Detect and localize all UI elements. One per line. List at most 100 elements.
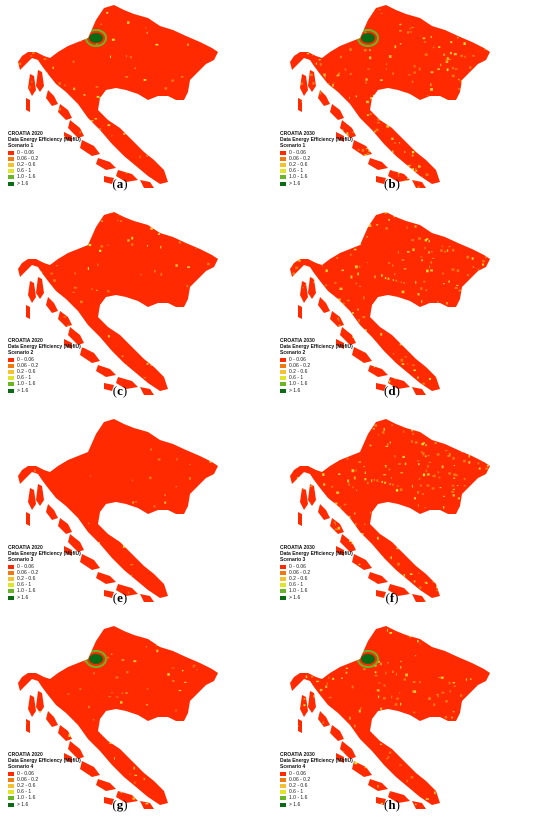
legend-swatch	[280, 370, 286, 375]
island-shape	[96, 572, 116, 584]
legend-row: 0.6 - 1	[8, 375, 81, 381]
island-shape	[308, 484, 316, 506]
panel-caption: (c)	[112, 383, 128, 398]
island-shape	[36, 70, 44, 92]
legend-label: 1.0 - 1.6	[17, 174, 36, 181]
island-shape	[46, 90, 58, 106]
map-panel-b: CROATIA 2030 Data Energy Efficiency (Mbfi…	[280, 0, 550, 207]
legend-label: 0.6 - 1	[17, 375, 32, 382]
legend-swatch	[280, 777, 286, 782]
legend-swatch	[280, 784, 286, 789]
legend-subtitle: Data Energy Efficiency (MbfiU)	[280, 758, 353, 765]
map-legend: CROATIA 2030 Data Energy Efficiency (Mbfi…	[280, 131, 353, 187]
legend-label: 0.2 - 0.6	[17, 575, 36, 582]
zagreb-high-efficiency-area	[89, 654, 103, 664]
legend-swatch	[280, 363, 286, 368]
legend-label: > 1.6	[17, 801, 29, 808]
island-shape	[388, 584, 410, 596]
island-shape	[308, 277, 316, 299]
legend-label: > 1.6	[17, 180, 29, 187]
legend-label: 0.2 - 0.6	[17, 368, 36, 375]
legend-swatch	[8, 771, 14, 776]
legend-row: 0.06 - 0.2	[8, 570, 81, 576]
croatia-map	[290, 626, 490, 809]
legend-subtitle: Data Energy Efficiency (MbfiU)	[8, 137, 81, 144]
island-shape	[300, 281, 308, 303]
island-shape	[330, 725, 344, 741]
island-shape	[330, 311, 344, 327]
legend-swatch	[280, 802, 286, 807]
legend-row: 0 - 0.06	[280, 771, 353, 777]
legend-label: 0.6 - 1	[17, 168, 32, 175]
legend-row: 0.6 - 1	[8, 168, 81, 174]
mainland-shape	[18, 419, 218, 598]
legend-label: 0.6 - 1	[289, 582, 304, 589]
legend-swatch	[8, 777, 14, 782]
legend-label: 1.0 - 1.6	[289, 588, 308, 595]
legend-label: 0.2 - 0.6	[289, 575, 308, 582]
island-shape	[298, 305, 302, 319]
island-shape	[26, 98, 30, 112]
legend-swatch	[8, 363, 14, 368]
island-shape	[376, 383, 386, 391]
island-shape	[80, 554, 100, 570]
island-shape	[298, 98, 302, 112]
island-shape	[26, 719, 30, 733]
legend-swatch	[280, 150, 286, 155]
panel-caption: (g)	[112, 797, 128, 812]
legend-row: 0.6 - 1	[8, 582, 81, 588]
croatia-map	[18, 626, 218, 809]
legend-swatch	[8, 802, 14, 807]
legend-label: > 1.6	[289, 387, 301, 394]
map-legend: CROATIA 2030 Data Energy Efficiency (Mbfi…	[280, 338, 353, 394]
island-shape	[318, 711, 330, 727]
legend-swatch	[280, 382, 286, 387]
island-shape	[340, 741, 356, 759]
legend-swatch	[8, 790, 14, 795]
island-shape	[298, 512, 302, 526]
croatia-map	[18, 212, 218, 395]
legend-row: 0.06 - 0.2	[8, 156, 81, 162]
map-panel-a: CROATIA 2020 Data Energy Efficiency (Mbfi…	[8, 0, 278, 207]
island-shape	[104, 176, 114, 184]
island-shape	[80, 761, 100, 777]
map-legend: CROATIA 2030 Data Energy Efficiency (Mbfi…	[280, 545, 353, 601]
legend-row: 0.2 - 0.6	[8, 162, 81, 168]
legend-label: > 1.6	[17, 594, 29, 601]
island-shape	[336, 132, 344, 142]
legend-row: 1.0 - 1.6	[280, 381, 353, 387]
legend-row: 0.2 - 0.6	[280, 783, 353, 789]
legend-label: 0 - 0.06	[289, 356, 306, 363]
island-shape	[340, 120, 356, 138]
island-shape	[336, 546, 344, 556]
legend-swatch	[8, 583, 14, 588]
island-shape	[412, 801, 426, 809]
legend-title: CROATIA 2030	[280, 752, 315, 758]
mainland-shape	[18, 5, 218, 184]
legend-label: 0.06 - 0.2	[289, 569, 311, 576]
island-shape	[308, 691, 316, 713]
island-shape	[58, 518, 72, 534]
legend-row: 0 - 0.06	[8, 564, 81, 570]
legend-row: 0.06 - 0.2	[280, 570, 353, 576]
legend-label: 0 - 0.06	[17, 770, 34, 777]
island-shape	[140, 180, 154, 188]
island-shape	[340, 534, 356, 552]
island-shape	[116, 791, 138, 803]
legend-scenario: Scenario 4	[280, 764, 306, 771]
croatia-map	[290, 419, 490, 602]
legend-swatch	[8, 169, 14, 174]
legend-label: 0.2 - 0.6	[289, 782, 308, 789]
legend-swatch	[8, 784, 14, 789]
panel-caption: (b)	[384, 176, 400, 191]
legend-title: CROATIA 2020	[8, 752, 43, 758]
legend-row: 0.06 - 0.2	[8, 777, 81, 783]
map-legend: CROATIA 2030 Data Energy Efficiency (Mbfi…	[280, 752, 353, 808]
legend-row: 0 - 0.06	[280, 357, 353, 363]
legend-row: 1.0 - 1.6	[280, 588, 353, 594]
island-shape	[36, 691, 44, 713]
croatia-map	[290, 5, 490, 188]
island-shape	[26, 512, 30, 526]
island-shape	[80, 140, 100, 156]
legend-row: 0 - 0.06	[280, 150, 353, 156]
